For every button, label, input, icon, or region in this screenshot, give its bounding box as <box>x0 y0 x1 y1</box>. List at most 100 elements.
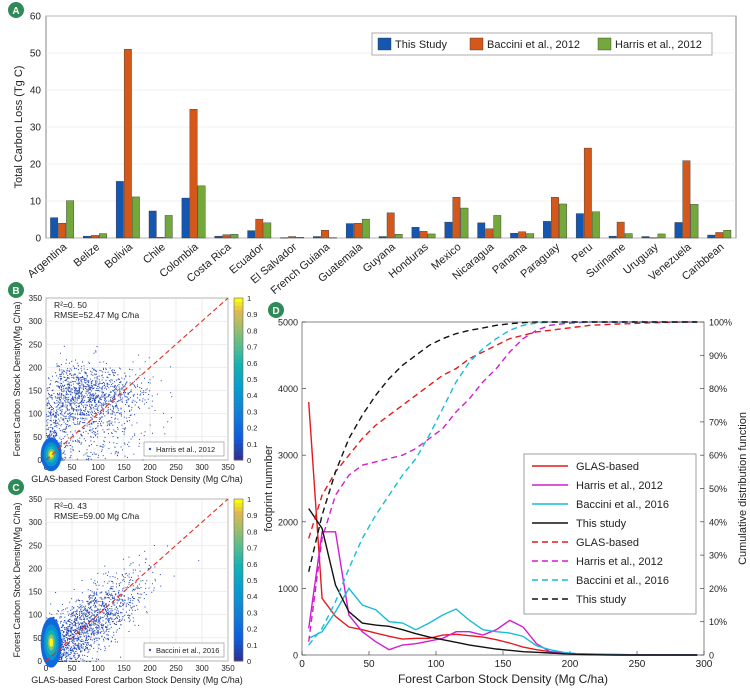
scatter-point <box>92 613 93 614</box>
scatter-point <box>75 397 76 398</box>
scatter-point <box>104 397 105 398</box>
panel-a-y-tick-label: 50 <box>30 49 42 60</box>
scatter-point <box>112 425 113 426</box>
scatter-point <box>91 381 92 382</box>
scatter-point <box>78 380 79 381</box>
scatter-point <box>68 633 69 634</box>
scatter-point <box>106 638 107 639</box>
scatter-point <box>134 394 135 395</box>
scatter-x-tick-label: 200 <box>143 463 157 472</box>
scatter-point <box>87 629 88 630</box>
scatter-point <box>143 394 144 395</box>
scatter-point <box>115 639 116 640</box>
scatter-point <box>109 424 110 425</box>
scatter-point <box>65 380 66 381</box>
scatter-point <box>94 599 95 600</box>
scatter-point <box>107 638 108 639</box>
scatter-point <box>71 388 72 389</box>
scatter-point <box>122 590 123 591</box>
scatter-point <box>100 592 101 593</box>
scatter-point <box>87 376 88 377</box>
scatter-point <box>85 380 86 381</box>
scatter-point <box>86 415 87 416</box>
scatter-point <box>95 606 96 607</box>
scatter-point <box>117 408 118 409</box>
scatter-point <box>102 585 103 586</box>
colorbar-tick-label: 0.5 <box>247 375 257 384</box>
scatter-point <box>72 392 73 393</box>
scatter-point <box>105 401 106 402</box>
scatter-point <box>77 459 78 460</box>
scatter-point <box>77 392 78 393</box>
scatter-point <box>66 397 67 398</box>
scatter-point <box>103 602 104 603</box>
colorbar-tick-label: 1 <box>247 294 251 303</box>
scatter-point <box>66 372 67 373</box>
scatter-point <box>96 619 97 620</box>
scatter-point <box>80 421 81 422</box>
scatter-point <box>138 597 139 598</box>
scatter-point <box>88 459 89 460</box>
scatter-point <box>82 399 83 400</box>
scatter-point <box>89 430 90 431</box>
scatter-point <box>61 411 62 412</box>
scatter-point <box>112 598 113 599</box>
scatter-point <box>99 417 100 418</box>
scatter-point <box>92 388 93 389</box>
panel-a-y-tick-label: 20 <box>30 160 42 171</box>
scatter-point <box>76 405 77 406</box>
panel-a-bar-2 <box>231 234 238 238</box>
scatter-point <box>82 592 83 593</box>
scatter-point <box>50 414 51 415</box>
scatter-point <box>75 424 76 425</box>
scatter-point <box>109 394 110 395</box>
scatter-point <box>94 592 95 593</box>
scatter-point <box>86 431 87 432</box>
scatter-point <box>152 401 153 402</box>
panel-a-bar-2 <box>592 212 599 238</box>
scatter-point <box>81 631 82 632</box>
scatter-point <box>81 626 82 627</box>
scatter-point <box>106 618 107 619</box>
scatter-point <box>139 369 140 370</box>
scatter-point <box>99 601 100 602</box>
panel-a-x-tick-label: Belize <box>72 241 103 269</box>
scatter-point <box>140 391 141 392</box>
scatter-point <box>64 400 65 401</box>
scatter-point <box>49 434 50 435</box>
scatter-point <box>88 388 89 389</box>
scatter-point <box>58 401 59 402</box>
scatter-point <box>125 375 126 376</box>
scatter-point <box>75 395 76 396</box>
scatter-point <box>60 383 61 384</box>
scatter-point <box>104 597 105 598</box>
scatter-point <box>121 595 122 596</box>
scatter-point <box>72 449 73 450</box>
scatter-point <box>75 381 76 382</box>
colorbar-tick-label: 0.7 <box>247 343 257 352</box>
scatter-point <box>152 583 153 584</box>
scatter-point <box>56 425 57 426</box>
scatter-point <box>86 413 87 414</box>
scatter-point <box>100 418 101 419</box>
scatter-point <box>128 615 129 616</box>
scatter-point <box>50 417 51 418</box>
scatter-point <box>90 607 91 608</box>
scatter-point <box>65 398 66 399</box>
scatter-point <box>94 394 95 395</box>
scatter-point <box>73 418 74 419</box>
panel-a-bar-0 <box>609 236 616 238</box>
scatter-point <box>97 426 98 427</box>
scatter-point <box>60 430 61 431</box>
scatter-point <box>86 638 87 639</box>
scatter-point <box>56 412 57 413</box>
scatter-point <box>70 399 71 400</box>
scatter-point <box>79 628 80 629</box>
scatter-point <box>98 455 99 456</box>
scatter-point <box>132 436 133 437</box>
scatter-point <box>48 411 49 412</box>
scatter-point <box>91 418 92 419</box>
scatter-point <box>64 413 65 414</box>
scatter-point <box>101 599 102 600</box>
scatter-point <box>87 619 88 620</box>
